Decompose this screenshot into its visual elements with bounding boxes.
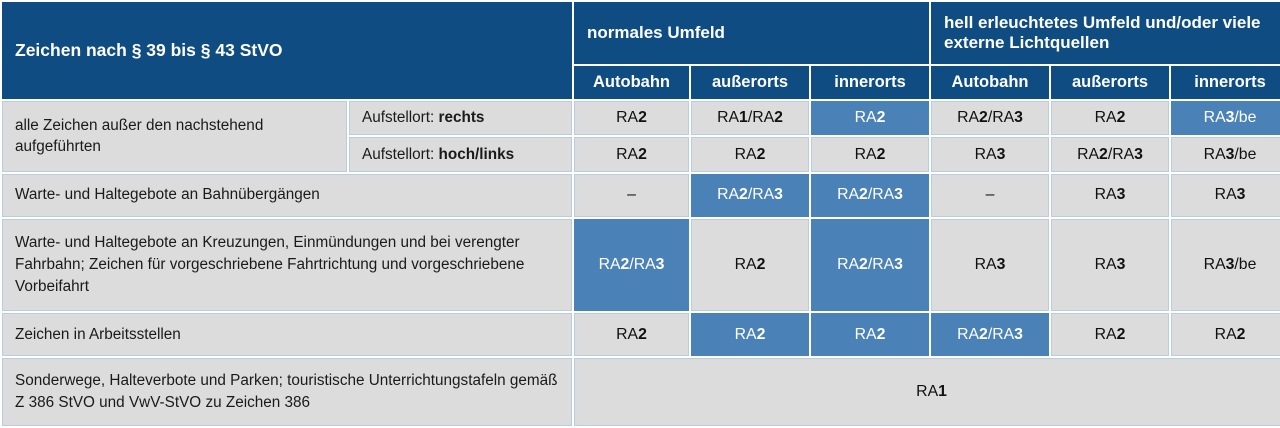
cell-value: RA2 bbox=[811, 313, 930, 357]
cell-value: RA2 bbox=[574, 313, 690, 357]
header-row-subcolumns: Autobahn außerorts innerorts Autobahn au… bbox=[2, 65, 1280, 100]
cell-value: RA2/RA3 bbox=[811, 218, 930, 312]
cell-value: RA1/RA2 bbox=[691, 101, 810, 136]
table-row: Zeichen in Arbeitsstellen RA2 RA2 RA2 RA… bbox=[2, 313, 1280, 357]
cell-value: RA3 bbox=[1051, 218, 1170, 312]
sublabel-prefix: Aufstellort: bbox=[362, 145, 439, 163]
cell-value: – bbox=[931, 173, 1050, 217]
cell-value-span: RA1 bbox=[574, 358, 1280, 426]
column-header-ausserorts-normal: außerorts bbox=[691, 65, 810, 100]
cell-value: RA3 bbox=[1171, 173, 1280, 217]
column-header-autobahn-bright: Autobahn bbox=[931, 65, 1050, 100]
cell-value: RA2 bbox=[691, 313, 810, 357]
column-group-bright-environment: hell erleuchtetes Umfeld und/oder viele … bbox=[931, 2, 1280, 64]
table-row: Aufstellort: hoch/links RA2 RA2 RA2 RA3 … bbox=[2, 137, 1280, 172]
cell-value: RA3 bbox=[931, 137, 1050, 172]
cell-value: RA2/RA3 bbox=[931, 313, 1050, 357]
cell-value: RA2 bbox=[691, 137, 810, 172]
cell-value: RA2 bbox=[1051, 313, 1170, 357]
sub-row-label-aufstellort-hoch-links: Aufstellort: hoch/links bbox=[349, 137, 573, 172]
cell-value: RA2 bbox=[1171, 313, 1280, 357]
table-row: Warte- und Haltegebote an Bahnübergängen… bbox=[2, 173, 1280, 217]
cell-value: RA2 bbox=[574, 101, 690, 136]
column-header-innerorts-normal: innerorts bbox=[811, 65, 930, 100]
row-label-kreuzungen: Warte- und Haltegebote an Kreuzungen, Ei… bbox=[2, 218, 573, 312]
cell-value: RA2/RA3 bbox=[691, 173, 810, 217]
table-row: alle Zeichen außer den nachstehend aufge… bbox=[2, 101, 1280, 172]
sublabel-strong: rechts bbox=[438, 109, 485, 127]
cell-value: RA2 bbox=[1051, 101, 1170, 136]
column-header-ausserorts-bright: außerorts bbox=[1051, 65, 1170, 100]
cell-value: RA2 bbox=[811, 101, 930, 136]
cell-value: RA3/be bbox=[1171, 101, 1280, 136]
cell-value: RA2 bbox=[691, 218, 810, 312]
cell-value: RA2/RA3 bbox=[574, 218, 690, 312]
cell-value: RA2 bbox=[574, 137, 690, 172]
cell-value: RA2 bbox=[811, 137, 930, 172]
row-label-sonderwege: Sonderwege, Halteverbote und Parken; tou… bbox=[2, 358, 573, 426]
column-header-innerorts-bright: innerorts bbox=[1171, 65, 1280, 100]
cell-value: RA2/RA3 bbox=[811, 173, 930, 217]
cell-value: RA2/RA3 bbox=[931, 101, 1050, 136]
column-group-normal-environment: normales Umfeld bbox=[574, 2, 930, 64]
cell-value: RA3 bbox=[931, 218, 1050, 312]
table-row: Sonderwege, Halteverbote und Parken; tou… bbox=[2, 358, 1280, 426]
sub-row-label-aufstellort-rechts: Aufstellort: rechts bbox=[349, 101, 573, 136]
header-row-groups: Zeichen nach § 39 bis § 43 StVO normales… bbox=[2, 2, 1280, 100]
row-label-alle-zeichen: alle Zeichen außer den nachstehend aufge… bbox=[2, 101, 347, 172]
column-header-autobahn-normal: Autobahn bbox=[574, 65, 690, 100]
cell-value: – bbox=[574, 173, 690, 217]
cell-value: RA3/be bbox=[1171, 137, 1280, 172]
table-row: Warte- und Haltegebote an Kreuzungen, Ei… bbox=[2, 218, 1280, 312]
sublabel-prefix: Aufstellort: bbox=[362, 109, 439, 127]
row-label-arbeitsstellen: Zeichen in Arbeitsstellen bbox=[2, 313, 573, 357]
table-title: Zeichen nach § 39 bis § 43 StVO bbox=[2, 2, 573, 100]
cell-value: RA2/RA3 bbox=[1051, 137, 1170, 172]
cell-value: RA3/be bbox=[1171, 218, 1280, 312]
row-label-bahnuebergaenge: Warte- und Haltegebote an Bahnübergängen bbox=[2, 173, 573, 217]
cell-value: RA3 bbox=[1051, 173, 1170, 217]
sublabel-strong: hoch/links bbox=[438, 145, 515, 163]
